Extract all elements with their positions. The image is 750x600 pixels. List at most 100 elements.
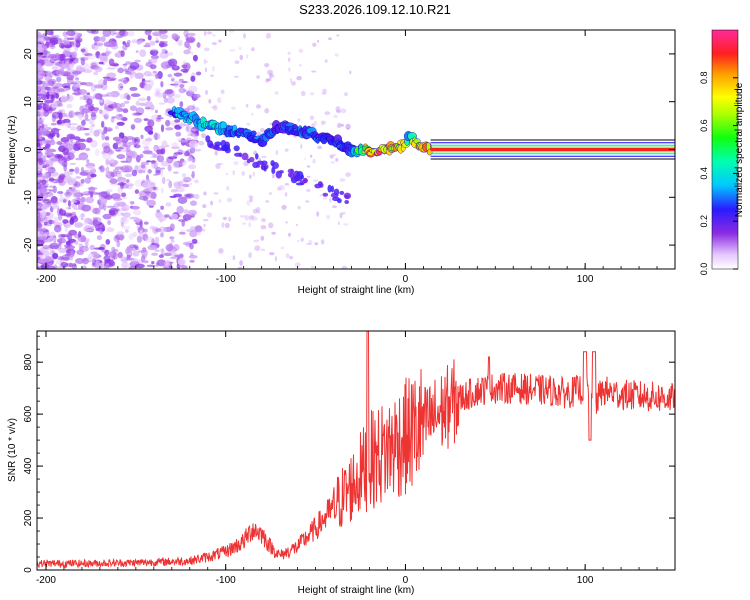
noise-blob (189, 182, 192, 185)
noise-blob (52, 34, 60, 38)
branch-blob (322, 192, 329, 197)
noise-blob (80, 217, 84, 220)
noise-blob (109, 158, 115, 164)
noise-blob (37, 103, 43, 111)
noise-blob (128, 244, 137, 249)
noise-blob (49, 139, 56, 146)
noise-blob (50, 96, 54, 100)
noise-blob (239, 260, 244, 266)
noise-blob (131, 39, 138, 44)
noise-blob (171, 142, 178, 148)
noise-blob (171, 77, 175, 82)
noise-blob (126, 94, 131, 101)
noise-blob (150, 104, 155, 111)
branch-blob (288, 172, 292, 178)
noise-blob (333, 114, 338, 119)
noise-blob (37, 37, 41, 42)
x-tick-label: -200 (36, 274, 56, 285)
noise-blob (129, 61, 140, 70)
noise-blob (203, 191, 207, 196)
spectrogram-x-axis-label: Height of straight line (km) (298, 285, 415, 296)
noise-blob (246, 200, 251, 206)
noise-blob (142, 180, 152, 189)
noise-blob (121, 216, 127, 223)
noise-blob (111, 116, 116, 119)
noise-blob (37, 142, 41, 148)
noise-blob (230, 106, 236, 110)
noise-blob (115, 149, 122, 152)
noise-blob (183, 151, 190, 157)
noise-blob (218, 39, 222, 43)
noise-blob (108, 41, 118, 47)
noise-blob (316, 211, 320, 217)
noise-blob (143, 84, 152, 91)
noise-blob (71, 51, 78, 59)
noise-blob (163, 97, 168, 103)
noise-blob (155, 37, 159, 43)
noise-blob (49, 37, 59, 46)
noise-blob (313, 120, 317, 126)
noise-blob (311, 265, 315, 269)
noise-blob (274, 256, 277, 262)
noise-blob (37, 250, 42, 256)
noise-blob (121, 204, 130, 212)
noise-blob (107, 220, 111, 226)
noise-blob (54, 266, 65, 269)
branch-blob (295, 182, 304, 186)
noise-blob (164, 112, 169, 116)
noise-blob (188, 254, 198, 259)
noise-blob (68, 123, 79, 126)
noise-blob (134, 59, 141, 63)
noise-blob (183, 49, 191, 55)
noise-blob (161, 140, 168, 149)
noise-blob (58, 247, 67, 254)
noise-blob (90, 191, 94, 199)
noise-blob (125, 229, 129, 233)
noise-blob (329, 154, 334, 159)
noise-blob (322, 197, 328, 200)
noise-blob (154, 236, 160, 244)
noise-blob (296, 76, 302, 81)
noise-blob (66, 37, 75, 40)
noise-blob (77, 113, 84, 119)
noise-blob (116, 121, 125, 126)
noise-blob (191, 106, 200, 112)
noise-blob (203, 58, 207, 65)
noise-blob (42, 33, 46, 38)
noise-blob (110, 260, 116, 267)
noise-blob (80, 213, 85, 218)
noise-blob (52, 86, 59, 89)
noise-blob (135, 154, 141, 163)
noise-blob (83, 69, 93, 74)
noise-blob (68, 262, 74, 268)
noise-blob (311, 123, 315, 128)
noise-blob (69, 186, 76, 192)
noise-blob (95, 40, 104, 48)
noise-blob (288, 232, 291, 237)
noise-blob (264, 63, 270, 68)
spectrogram-frame (36, 29, 676, 270)
noise-blob (73, 70, 83, 73)
noise-blob (279, 185, 285, 191)
noise-blob (152, 226, 159, 234)
noise-blob (173, 80, 179, 88)
noise-blob (167, 51, 174, 56)
colorbar-tick-label: 0.0 (699, 263, 709, 276)
noise-blob (181, 80, 188, 84)
noise-blob (44, 143, 51, 148)
snr-plot-area (37, 331, 675, 570)
noise-blob (37, 37, 46, 43)
noise-blob (171, 252, 178, 259)
noise-blob (50, 157, 59, 162)
noise-blob (60, 95, 68, 103)
noise-blob (179, 84, 185, 88)
noise-blob (158, 42, 168, 48)
noise-blob (81, 69, 85, 73)
noise-blob (63, 163, 68, 172)
noise-blob (79, 126, 86, 131)
noise-blob (340, 108, 347, 114)
noise-blob (57, 191, 64, 194)
noise-blob (314, 242, 319, 246)
noise-blob (186, 133, 194, 137)
